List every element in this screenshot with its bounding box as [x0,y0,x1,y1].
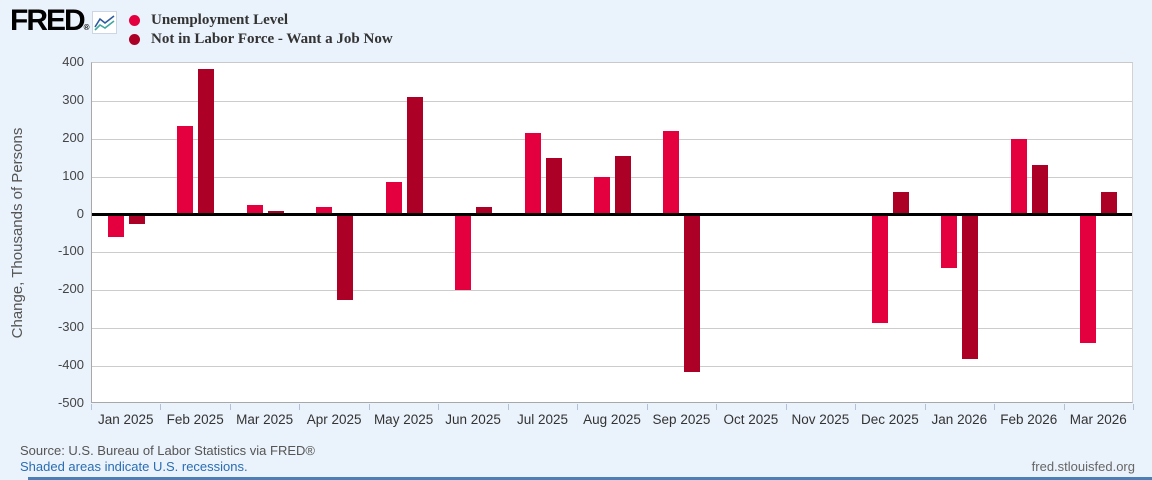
x-axis-label-sep-2025: Sep 2025 [652,412,711,427]
legend: Unemployment Level Not in Labor Force - … [129,11,393,49]
y-axis-label-100: 100 [62,167,84,183]
bar-unemployment-level-mar-2026 [1080,214,1097,344]
bar-unemployment-level-may-2025 [385,182,402,215]
x-axis-label-apr-2025: Apr 2025 [306,412,362,427]
x-axis-tick [646,404,648,410]
y-axis-title: Change, Thousands of Persons [9,127,26,339]
y-axis-label--400: -400 [57,357,84,373]
chart-plot [91,62,1133,403]
gridline-100 [92,176,1132,178]
bar-not-in-labor-force-want-a-job-now-jan-2025 [128,214,145,225]
x-axis-tick [368,404,370,410]
x-axis-tick [507,404,509,410]
x-axis-tick [160,404,162,410]
gridline--100 [92,252,1132,254]
gridline-200 [92,138,1132,140]
bar-unemployment-level-jan-2025 [107,214,124,238]
bar-not-in-labor-force-want-a-job-now-jul-2025 [545,157,562,215]
x-axis-label-mar-2025: Mar 2025 [236,412,294,427]
y-axis-label--100: -100 [57,243,84,259]
x-axis-tick [1063,404,1065,410]
gridline--400 [92,366,1132,368]
bar-unemployment-level-feb-2026 [1010,138,1027,215]
y-axis-label--300: -300 [57,319,84,335]
bar-not-in-labor-force-want-a-job-now-apr-2025 [337,214,354,300]
zero-axis-line [92,213,1132,217]
bar-not-in-labor-force-want-a-job-now-dec-2025 [892,191,909,215]
bar-unemployment-level-aug-2025 [594,176,610,215]
x-axis-label-feb-2026: Feb 2026 [1000,412,1058,427]
bottom-strip [28,477,1152,480]
bar-not-in-labor-force-want-a-job-now-jun-2025 [476,206,493,215]
bar-unemployment-level-sep-2025 [663,131,680,215]
fred-logo: FRED® [10,4,90,37]
x-axis-tick [438,404,440,410]
bar-not-in-labor-force-want-a-job-now-jan-2026 [962,214,979,359]
source-text: Source: U.S. Bureau of Labor Statistics … [20,443,315,458]
x-axis-tick [1133,404,1134,410]
bar-not-in-labor-force-want-a-job-now-feb-2025 [198,68,215,215]
legend-dot-not-in-labor-force [129,34,140,45]
x-axis-tick [924,404,926,410]
registered-mark: ® [83,23,90,32]
fred-chart-icon [92,11,117,34]
bar-unemployment-level-apr-2025 [316,206,333,215]
x-axis-tick [716,404,718,410]
x-axis-label-jul-2025: Jul 2025 [517,412,569,427]
bar-not-in-labor-force-want-a-job-now-mar-2025 [267,210,284,215]
x-axis-label-jan-2026: Jan 2026 [931,412,988,427]
y-axis-label-200: 200 [62,129,84,145]
y-axis-label--200: -200 [57,281,84,297]
recessions-link[interactable]: Shaded areas indicate U.S. recessions. [20,459,248,474]
x-axis-tick [229,404,231,410]
x-axis-label-may-2025: May 2025 [373,412,434,427]
bar-not-in-labor-force-want-a-job-now-sep-2025 [684,214,701,372]
y-axis-label-400: 400 [62,54,84,69]
x-axis-tick [91,404,92,410]
x-axis-tick [577,404,579,410]
fred-site-link[interactable]: fred.stlouisfed.org [1031,459,1135,474]
legend-item-not-in-labor-force: Not in Labor Force - Want a Job Now [129,30,393,49]
y-axis-label-0: 0 [76,205,84,221]
x-axis-label-oct-2025: Oct 2025 [723,412,779,427]
bar-unemployment-level-mar-2025 [246,205,263,215]
gridline-300 [92,100,1132,102]
legend-label: Not in Labor Force - Want a Job Now [151,31,393,47]
x-axis-label-mar-2026: Mar 2026 [1069,412,1127,427]
bar-unemployment-level-jan-2026 [941,214,958,268]
y-axis-label-300: 300 [62,91,84,107]
legend-label: Unemployment Level [151,12,289,28]
bar-not-in-labor-force-want-a-job-now-feb-2026 [1031,165,1048,215]
bar-unemployment-level-feb-2025 [177,125,194,215]
x-axis-tick [994,404,996,410]
y-axis-label--500: -500 [57,395,84,410]
legend-item-unemployment-level: Unemployment Level [129,11,393,30]
x-axis-label-feb-2025: Feb 2025 [166,412,224,427]
bar-unemployment-level-dec-2025 [871,214,888,323]
bar-not-in-labor-force-want-a-job-now-aug-2025 [615,155,631,215]
gridline--300 [92,328,1132,330]
bar-not-in-labor-force-want-a-job-now-may-2025 [406,97,423,215]
bar-unemployment-level-jun-2025 [455,214,472,291]
x-axis-label-aug-2025: Aug 2025 [583,412,641,427]
gridline--200 [92,290,1132,292]
x-axis-tick [785,404,787,410]
x-axis-tick [855,404,857,410]
x-axis-label-dec-2025: Dec 2025 [860,412,919,427]
bar-not-in-labor-force-want-a-job-now-mar-2026 [1101,191,1118,215]
bar-unemployment-level-jul-2025 [524,133,541,215]
x-axis-label-nov-2025: Nov 2025 [791,412,850,427]
x-axis-tick [299,404,301,410]
x-axis-label-jun-2025: Jun 2025 [445,412,501,427]
x-axis-label-jan-2025: Jan 2025 [97,412,154,427]
legend-dot-unemployment-level [129,15,140,26]
